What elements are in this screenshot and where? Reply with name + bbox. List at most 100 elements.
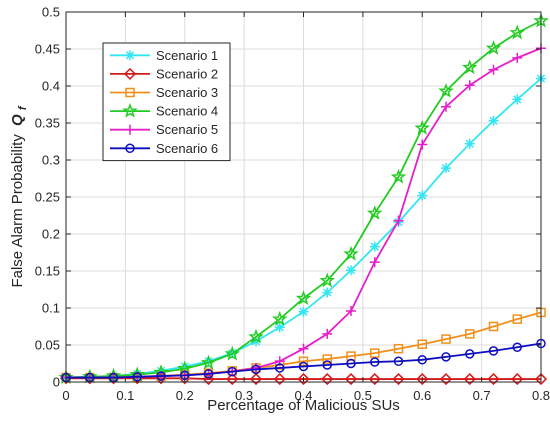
legend-label: Scenario 6 [156,141,218,156]
data-point [488,64,499,75]
legend-label: Scenario 2 [156,66,218,81]
data-point [319,272,336,288]
data-point [512,342,522,352]
data-point [298,306,309,317]
data-point [366,205,383,220]
data-point [414,120,431,135]
y-tick-label: 0.3 [42,153,60,168]
data-point [203,356,214,367]
x-axis-label: Percentage of Malicious SUs [207,397,400,414]
legend-item: Scenario 6 [110,141,218,156]
data-point [512,52,523,63]
x-tick-label: 0.7 [473,388,491,403]
data-point [485,40,502,55]
legend-item: Scenario 3 [110,85,218,100]
data-point [441,101,451,112]
legend-item: Scenario 4 [110,102,218,119]
x-tick-label: 0.4 [294,388,312,403]
legend-label: Scenario 3 [156,85,218,100]
data-point [274,322,285,333]
data-point [488,321,499,332]
data-point [370,357,380,367]
data-point [295,290,312,305]
y-axis-label-math: Q [9,114,26,126]
data-point [298,356,309,367]
data-point [343,245,359,261]
legend-marker [125,124,135,135]
data-point [416,372,429,386]
data-point [298,343,309,354]
data-point [464,80,475,91]
legend-item: Scenario 5 [110,122,218,137]
x-tick-label: 0.3 [235,388,253,403]
data-point [439,372,453,386]
data-point [393,215,404,226]
y-tick-label: 0.1 [42,301,60,316]
data-point [464,138,475,149]
data-point [322,354,332,364]
data-point [417,190,428,201]
data-point [488,346,499,356]
x-tick-label: 0.5 [354,388,372,403]
data-point [417,355,427,365]
data-point [509,24,526,40]
y-tick-label: 0.35 [35,116,60,131]
data-point [369,241,380,252]
legend-marker [125,50,135,61]
legend-item: Scenario 1 [110,48,218,63]
y-tick-label: 0.2 [42,227,60,242]
y-tick-label: 0.25 [35,190,60,205]
data-point [417,139,428,150]
x-tick-label: 0.1 [116,388,134,403]
legend-marker [125,143,135,154]
data-point [346,358,356,369]
y-tick-label: 0.45 [35,42,60,57]
data-point [249,372,263,386]
data-point [273,372,286,386]
data-point [248,328,264,344]
x-tick-label: 0.6 [413,388,431,403]
data-point [224,345,241,361]
data-point [461,59,478,75]
data-point [534,372,548,386]
data-point [370,348,380,358]
y-tick-label: 0.4 [42,79,60,94]
data-point [438,83,454,98]
legend-label: Scenario 5 [156,122,218,137]
data-point [156,371,166,381]
legend-label: Scenario 1 [156,48,218,63]
legend-label: Scenario 4 [156,104,218,119]
y-tick-label: 0.05 [35,338,60,353]
data-point [179,361,190,372]
data-point [227,366,237,377]
axis-ticks: 0 0.1 0.2 0.3 0.4 0.5 0.6 0.7 0.8 0 0.05 0.1 0.15 0.2… [35,5,550,404]
data-point [226,372,239,386]
legend: Scenario 1 Scenario 2 Scenario 3 Scenario 4… [102,42,231,162]
data-point [512,314,522,324]
axis-labels: Percentage of Malicious SUs False Alarm … [9,105,400,414]
data-point [321,372,334,386]
data-point [392,372,405,386]
data-point [251,364,261,375]
data-point [322,328,333,339]
series-line [66,342,542,379]
data-point [203,369,214,379]
data-point [346,265,356,276]
data-point [393,343,404,354]
legend-box [102,42,231,162]
data-point [511,372,524,386]
data-point [463,372,476,386]
y-axis-label: False Alarm Probability Q f [9,105,29,287]
data-point [441,352,451,362]
data-point [322,360,332,370]
data-point [369,257,380,268]
data-point [488,115,499,126]
x-tick-label: 0.2 [176,388,194,403]
y-tick-label: 0.5 [42,5,60,20]
data-point [465,329,475,339]
x-tick-label: 0 [62,388,69,403]
y-axis-label-text: False Alarm Probability [9,134,26,288]
data-point [156,365,166,376]
data-point [465,349,475,359]
